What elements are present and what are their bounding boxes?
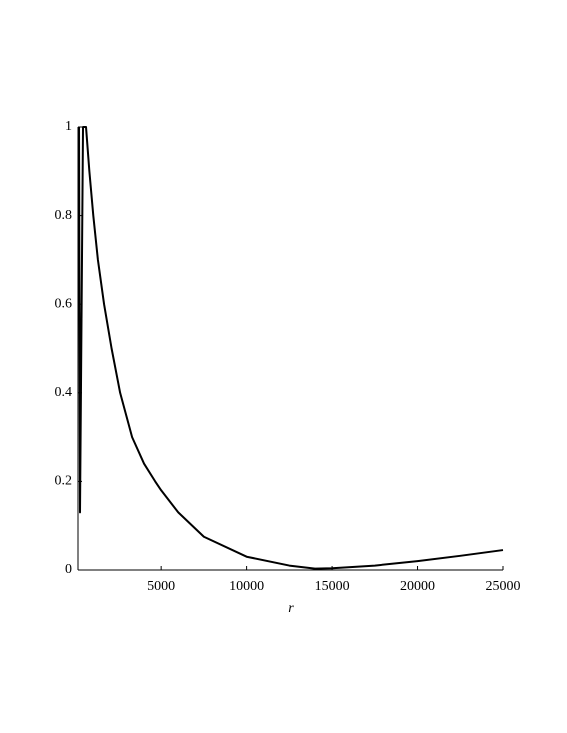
x-tick-label: 25000 bbox=[486, 579, 521, 594]
x-tick-label: 15000 bbox=[315, 579, 350, 594]
x-tick-label: 10000 bbox=[229, 579, 264, 594]
x-tick-label: 5000 bbox=[147, 579, 175, 594]
y-tick-label: 1 bbox=[65, 119, 72, 134]
x-tick-label: 20000 bbox=[400, 579, 435, 594]
line-series bbox=[78, 126, 504, 570]
y-tick-label: 0.4 bbox=[55, 385, 73, 400]
x-axis-label: r bbox=[288, 601, 294, 616]
y-tick-label: 0 bbox=[65, 562, 72, 577]
y-tick-label: 0.2 bbox=[55, 474, 73, 489]
y-tick-label: 0.6 bbox=[55, 296, 73, 311]
y-tick-label: 0.8 bbox=[55, 208, 73, 223]
